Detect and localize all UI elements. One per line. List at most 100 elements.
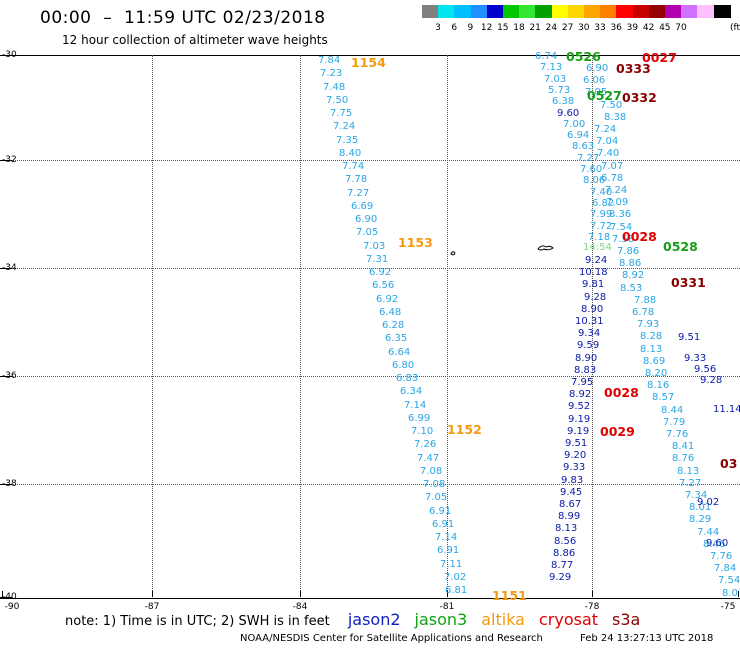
wave-height-value: 7.03 <box>363 240 386 252</box>
wave-height-value: 7.24 <box>333 121 356 133</box>
coastline-island-1 <box>450 251 456 256</box>
wave-height-value: 7.14 <box>435 532 458 543</box>
coastline-island-2 <box>537 245 554 251</box>
wave-height-value: 8.76 <box>672 453 695 465</box>
legend-swatch <box>454 5 472 18</box>
pass-time-label: 03 <box>720 456 738 471</box>
footer-note: note: 1) Time is in UTC; 2) SWH is in fe… <box>65 610 654 629</box>
legend-swatch <box>600 5 618 18</box>
lat-label: -36 <box>2 371 17 381</box>
wave-height-value: 9.81 <box>582 279 605 291</box>
lon-label: -87 <box>144 602 160 612</box>
wave-height-value: 7.08 <box>423 479 446 490</box>
wave-height-value: 6.91 <box>437 545 460 557</box>
wave-height-value: 8.13 <box>677 465 700 477</box>
wave-height-value: 8.01 <box>689 502 712 514</box>
lon-tick <box>2 591 3 597</box>
wave-height-value: 8.86 <box>553 547 576 559</box>
wave-height-value: 6.34 <box>400 386 423 398</box>
wave-height-value: 6.90 <box>355 214 378 225</box>
legend-swatch <box>567 5 585 18</box>
lat-label: -38 <box>2 479 17 489</box>
wave-height-value: 7.34 <box>685 490 708 501</box>
wave-height-value: 5.73 <box>548 84 571 96</box>
wave-height-value: 8.13 <box>640 343 663 355</box>
wave-height-value: 7.79 <box>663 416 686 428</box>
wave-height-value: 8.77 <box>551 560 574 571</box>
wave-height-value: 7.31 <box>366 253 389 265</box>
wave-height-value: 8.67 <box>559 499 582 510</box>
wave-height-value: 7.00 <box>563 118 586 130</box>
legend-level-label: 21 <box>529 23 541 33</box>
wave-height-value: 7.35 <box>336 134 359 146</box>
wave-height-value: 8.53 <box>620 282 643 294</box>
wave-height-value: 10.18 <box>579 267 608 279</box>
wave-height-value: 7.95 <box>571 377 594 388</box>
grid-line-lat <box>0 376 740 377</box>
wave-height-value: 7.54 <box>718 575 740 587</box>
wave-height-value: 7.72 <box>590 220 613 232</box>
map-subtitle: 12 hour collection of altimeter wave hei… <box>62 33 328 47</box>
lon-label: -75 <box>720 602 736 612</box>
wave-height-value: 9.51 <box>565 438 588 449</box>
wave-height-value: 7.44 <box>697 526 720 538</box>
legend-swatch <box>535 5 553 18</box>
legend-level-label: 33 <box>594 23 606 33</box>
wave-height-value: 6.78 <box>632 307 655 318</box>
wave-height-value: 7.07 <box>601 160 624 172</box>
wave-height-value: 7.04 <box>596 136 619 148</box>
wave-height-value: 7.54 <box>610 221 633 233</box>
wave-height-value: 8.28 <box>640 331 663 343</box>
lon-tick <box>592 591 593 597</box>
wave-height-value: 9.83 <box>561 474 584 486</box>
wave-height-value: 7.02 <box>444 571 467 583</box>
lon-label: -90 <box>4 602 20 612</box>
satellite-name-jason2: jason2 <box>347 610 401 629</box>
wave-height-value: 7.23 <box>320 68 343 80</box>
wave-height-value: 9.60 <box>706 538 729 549</box>
wave-height-value: 9.33 <box>684 353 707 364</box>
wave-height-value: 8.16 <box>647 380 670 392</box>
satellite-name-jason3: jason3 <box>414 610 468 629</box>
legend-unit-label: (ft) <box>730 23 740 33</box>
lat-label: -32 <box>2 155 17 165</box>
wave-height-value: 9.28 <box>700 375 723 386</box>
wave-height-value: 6.94 <box>567 130 590 142</box>
wave-height-value: 6.06 <box>583 75 606 87</box>
wave-height-value: 6.91 <box>432 518 455 530</box>
lon-tick <box>738 591 739 597</box>
wave-height-value: 7.09 <box>606 197 629 209</box>
wave-height-value: 7.84 <box>714 563 737 575</box>
grid-line-lat <box>0 160 740 161</box>
wave-height-value: 8.36 <box>609 209 632 221</box>
wave-height-value: 8.06 <box>583 175 606 187</box>
wave-height-value: 7.84 <box>318 55 341 66</box>
pass-time-label: 0027 <box>642 50 677 65</box>
wave-height-value: 7.40 <box>590 186 613 198</box>
wave-height-value: 7.60 <box>580 164 603 175</box>
wave-height-value: 6.92 <box>376 293 399 305</box>
wave-height-value: 9.60 <box>557 107 580 119</box>
legend-swatch <box>486 5 504 18</box>
legend-level-label: 3 <box>435 23 441 33</box>
pass-time-label: 1154 <box>351 55 386 70</box>
wave-height-value: 7.58 <box>612 233 635 245</box>
wave-height-value: 9.33 <box>563 462 586 474</box>
wave-height-value: 8.44 <box>661 404 684 416</box>
lat-tick <box>0 484 12 485</box>
wave-height-value: 7.75 <box>330 108 353 119</box>
legend-level-label: 18 <box>513 23 525 33</box>
legend-swatch <box>681 5 699 18</box>
pass-time-label: 0028 <box>622 229 657 244</box>
lat-tick <box>0 597 12 598</box>
wave-height-value: 8.56 <box>554 535 577 547</box>
wave-height-value: 6.48 <box>379 306 402 318</box>
wave-height-value: 7.05 <box>425 492 448 504</box>
wave-height-value: 7.14 <box>404 399 427 411</box>
wave-height-value: 8.20 <box>645 368 668 379</box>
legend-swatch <box>438 5 456 18</box>
wave-height-value: 7.86 <box>617 246 640 257</box>
wave-height-value: 9.52 <box>568 401 591 413</box>
pass-time-label: 0526 <box>566 49 601 64</box>
legend-level-label: 70 <box>675 23 687 33</box>
